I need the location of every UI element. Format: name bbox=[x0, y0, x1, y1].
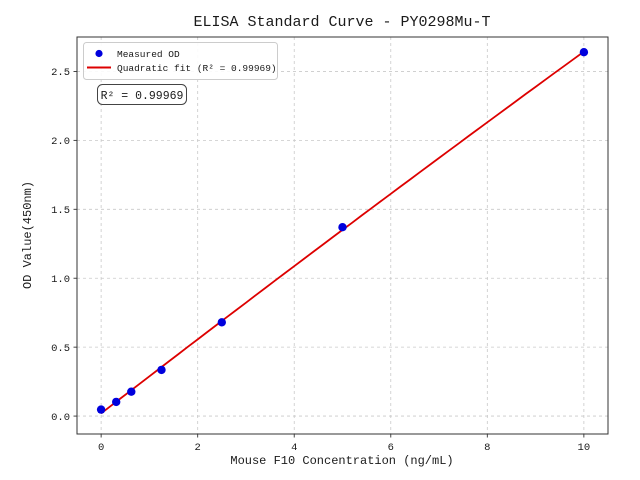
legend-label-measured-od: Measured OD bbox=[117, 49, 180, 60]
x-tick-label: 4 bbox=[291, 442, 297, 454]
x-axis-label: Mouse F10 Concentration (ng/mL) bbox=[230, 454, 453, 468]
fit-line bbox=[100, 50, 585, 415]
legend: Measured OD Quadratic fit (R² = 0.99969) bbox=[83, 42, 278, 80]
x-tick-label: 10 bbox=[578, 442, 591, 454]
annotation-box bbox=[97, 84, 187, 105]
scatter-marker-icon bbox=[95, 49, 103, 58]
x-tick-label: 8 bbox=[484, 442, 490, 454]
axis-ticks: 0 2 4 6 8 10 0.0 0.5 1.0 1.5 2.0 2.5 bbox=[51, 67, 590, 454]
gridlines bbox=[77, 37, 608, 434]
r-squared-annotation: R² = 0.99969 bbox=[97, 84, 187, 105]
legend-box bbox=[83, 42, 278, 80]
y-axis-label: OD Value(450nm) bbox=[21, 181, 35, 289]
y-tick-label: 2.0 bbox=[51, 136, 70, 148]
data-point bbox=[96, 405, 106, 414]
y-tick-label: 0.5 bbox=[51, 343, 70, 355]
data-layer bbox=[96, 48, 589, 415]
legend-label-quadratic-fit: Quadratic fit (R² = 0.99969) bbox=[117, 63, 277, 74]
data-point bbox=[127, 387, 136, 396]
data-point bbox=[157, 365, 166, 375]
x-tick-label: 2 bbox=[195, 442, 201, 454]
data-point bbox=[579, 48, 589, 57]
y-tick-label: 1.0 bbox=[51, 274, 70, 286]
x-tick-label: 0 bbox=[98, 442, 104, 454]
y-tick-label: 1.5 bbox=[51, 205, 70, 217]
chart-title: ELISA Standard Curve - PY0298Mu-T bbox=[193, 14, 490, 31]
annotation-text: R² = 0.99969 bbox=[101, 90, 184, 103]
y-tick-label: 2.5 bbox=[51, 67, 70, 79]
data-point bbox=[338, 223, 347, 232]
plot-area bbox=[76, 36, 609, 435]
data-point bbox=[217, 318, 226, 327]
data-point bbox=[112, 397, 121, 407]
y-tick-label: 0.0 bbox=[51, 412, 70, 424]
x-tick-label: 6 bbox=[388, 442, 394, 454]
